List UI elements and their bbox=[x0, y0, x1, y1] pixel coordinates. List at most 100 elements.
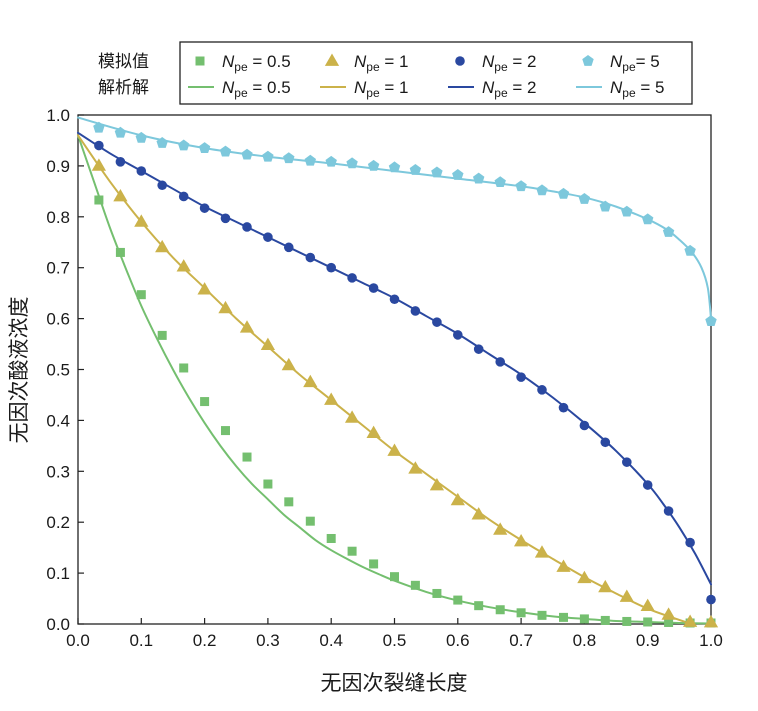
simulated-point-npe-0-5 bbox=[284, 497, 294, 507]
simulated-point-npe-5 bbox=[178, 139, 190, 151]
legend-marker-npe-2 bbox=[455, 56, 465, 66]
simulated-point-npe-1 bbox=[556, 559, 571, 572]
simulated-point-npe-2 bbox=[706, 594, 716, 605]
simulated-point-npe-5 bbox=[388, 161, 401, 173]
simulated-point-npe-0-5 bbox=[516, 608, 526, 618]
simulated-point-npe-5 bbox=[452, 169, 464, 180]
x-tick-label: 0.9 bbox=[636, 631, 660, 650]
x-tick-label: 0.3 bbox=[256, 631, 280, 650]
simulated-point-npe-2 bbox=[495, 357, 506, 367]
x-tick-label: 0.1 bbox=[129, 631, 153, 650]
simulated-point-npe-1 bbox=[260, 337, 276, 350]
simulated-point-npe-2 bbox=[199, 203, 210, 213]
simulated-point-npe-0-5 bbox=[600, 615, 610, 625]
simulated-point-npe-0-5 bbox=[410, 580, 420, 590]
legend-row-label-simulated: 模拟值 bbox=[98, 52, 149, 72]
simulated-point-npe-5 bbox=[156, 137, 168, 148]
simulated-point-npe-1 bbox=[176, 259, 191, 272]
analytical-curve-npe-2 bbox=[77, 131, 712, 586]
x-tick-label: 0.0 bbox=[66, 631, 90, 650]
simulated-point-npe-5 bbox=[515, 180, 527, 192]
simulated-point-npe-1 bbox=[619, 589, 634, 602]
simulated-point-npe-0-5 bbox=[136, 290, 146, 300]
simulated-point-npe-2 bbox=[94, 140, 104, 151]
simulated-point-npe-1 bbox=[429, 478, 445, 491]
simulated-point-npe-1 bbox=[682, 614, 698, 627]
x-axis-title: 无因次裂缝长度 bbox=[321, 671, 468, 695]
simulated-point-npe-5 bbox=[494, 176, 506, 188]
simulated-point-npe-5 bbox=[346, 157, 358, 169]
simulated-point-npe-5 bbox=[241, 148, 253, 160]
simulated-point-npe-5 bbox=[557, 187, 570, 199]
x-tick-label: 0.8 bbox=[573, 631, 597, 650]
analytical-curve-npe-0-5 bbox=[77, 134, 712, 625]
simulated-point-npe-1 bbox=[387, 443, 402, 456]
legend: 模拟值 解析解 Npe = 0.5 Npe = 0.5 Npe = 1 Npe = 1… bbox=[98, 41, 693, 105]
simulated-point-npe-5 bbox=[93, 121, 105, 133]
simulated-point-npe-1 bbox=[239, 320, 255, 333]
legend-label-simulated-npe-1: Npe = 1 bbox=[354, 52, 408, 74]
simulated-point-npe-2 bbox=[537, 385, 547, 395]
x-tick-label: 0.2 bbox=[193, 631, 217, 650]
simulated-point-npe-2 bbox=[558, 402, 569, 413]
simulated-point-npe-1 bbox=[91, 158, 107, 171]
simulated-point-npe-1 bbox=[155, 239, 170, 253]
simulated-point-npe-0-5 bbox=[200, 397, 210, 407]
simulated-point-npe-0-5 bbox=[157, 330, 167, 340]
legend-label-simulated-npe-0-5: Npe = 0.5 bbox=[222, 52, 291, 74]
y-tick-label: 0.2 bbox=[46, 513, 70, 532]
y-axis: 0.0 0.1 0.2 0.3 0.4 0.5 0.6 0.7 0.8 0.9 1.0 bbox=[46, 106, 84, 634]
simulated-point-npe-1 bbox=[366, 425, 381, 438]
legend-box bbox=[179, 41, 693, 105]
simulated-point-npe-1 bbox=[493, 522, 508, 535]
simulated-point-npe-2 bbox=[473, 344, 484, 354]
y-tick-label: 0.5 bbox=[46, 361, 70, 380]
simulated-point-npe-2 bbox=[157, 180, 167, 191]
legend-marker-npe-5 bbox=[582, 55, 594, 66]
legend-entries: Npe = 0.5 Npe = 0.5 Npe = 1 Npe = 1 Npe = 2 N… bbox=[188, 52, 664, 100]
simulated-point-npe-1 bbox=[577, 570, 592, 584]
simulated-point-npe-5 bbox=[367, 159, 380, 171]
simulated-point-npe-2 bbox=[326, 262, 337, 273]
y-tick-label: 0.0 bbox=[46, 615, 70, 634]
simulated-point-npe-0-5 bbox=[453, 595, 463, 605]
y-tick-label: 0.3 bbox=[46, 462, 70, 481]
simulated-point-npe-5 bbox=[219, 145, 232, 157]
simulated-point-npe-5 bbox=[662, 226, 675, 237]
simulated-point-npe-0-5 bbox=[179, 363, 189, 373]
simulated-point-npe-2 bbox=[263, 232, 273, 242]
simulated-point-npe-0-5 bbox=[390, 572, 399, 582]
simulated-point-npe-0-5 bbox=[326, 533, 336, 543]
simulated-point-npe-1 bbox=[513, 534, 529, 547]
legend-label-analytical-npe-2: Npe = 2 bbox=[482, 78, 536, 100]
simulated-point-npe-2 bbox=[685, 537, 695, 548]
simulated-point-npe-2 bbox=[283, 242, 294, 253]
legend-label-simulated-npe-2: Npe = 2 bbox=[482, 52, 536, 74]
y-tick-label: 0.4 bbox=[46, 411, 70, 430]
simulated-point-npe-2 bbox=[600, 437, 611, 448]
simulated-point-npe-2 bbox=[389, 294, 400, 305]
simulated-point-npe-2 bbox=[432, 317, 442, 327]
simulated-point-npe-1 bbox=[661, 607, 676, 620]
legend-label-analytical-npe-1: Npe = 1 bbox=[354, 78, 408, 100]
simulated-point-npe-0-5 bbox=[579, 614, 589, 624]
simulated-point-npe-2 bbox=[220, 213, 231, 224]
simulated-point-npe-1 bbox=[113, 188, 128, 202]
simulated-point-npe-2 bbox=[642, 480, 653, 490]
y-tick-label: 0.8 bbox=[46, 208, 70, 227]
simulated-point-npe-1 bbox=[197, 282, 212, 295]
simulated-point-npe-5 bbox=[536, 184, 548, 196]
legend-row-label-analytical: 解析解 bbox=[98, 78, 149, 98]
legend-marker-npe-1 bbox=[324, 53, 340, 66]
simulated-point-npe-5 bbox=[621, 205, 633, 217]
simulated-point-npe-1 bbox=[218, 300, 233, 314]
legend-label-analytical-npe-0-5: Npe = 0.5 bbox=[222, 78, 291, 100]
simulated-point-npe-2 bbox=[136, 166, 147, 176]
simulated-point-npe-1 bbox=[703, 614, 719, 628]
simulated-point-npe-2 bbox=[579, 420, 590, 431]
simulated-point-npe-2 bbox=[453, 330, 463, 340]
y-tick-label: 0.1 bbox=[46, 564, 70, 583]
simulated-point-npe-5 bbox=[283, 152, 295, 164]
y-axis-title: 无因次酸液浓度 bbox=[7, 297, 31, 444]
